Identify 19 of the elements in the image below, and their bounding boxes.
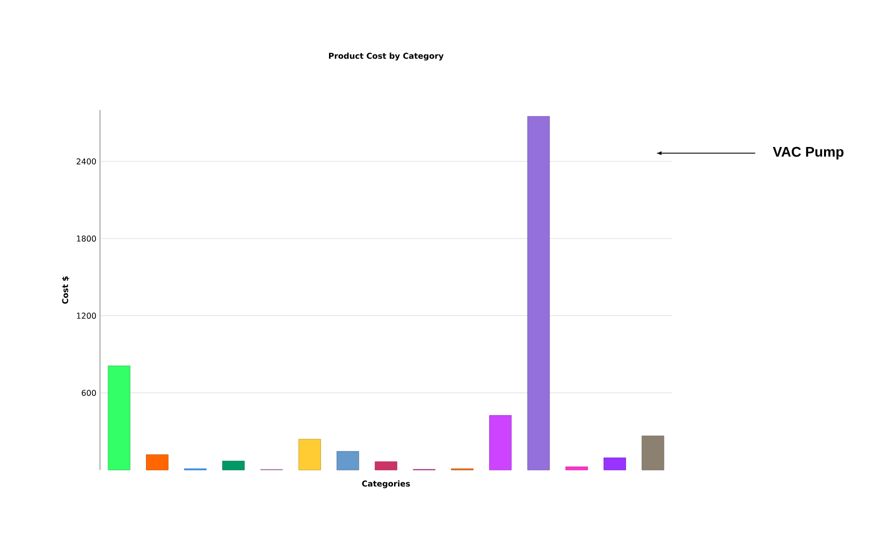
bar bbox=[642, 436, 664, 470]
bar bbox=[489, 415, 512, 470]
bar bbox=[146, 454, 168, 470]
chart-title: Product Cost by Category bbox=[329, 52, 444, 60]
y-axis-title: Cost $ bbox=[62, 276, 70, 304]
bar bbox=[298, 438, 321, 470]
text: VAC Pump bbox=[772, 146, 844, 160]
bar bbox=[527, 116, 550, 470]
y-tick-label: 600 bbox=[82, 390, 96, 396]
x-axis-title: Categories bbox=[362, 480, 410, 488]
bar bbox=[222, 460, 245, 470]
bar bbox=[108, 366, 130, 470]
bar bbox=[604, 458, 626, 470]
y-tick-label: 1200 bbox=[76, 312, 96, 319]
bar bbox=[565, 466, 588, 470]
y-tick-label: 1800 bbox=[76, 236, 96, 242]
bar bbox=[336, 451, 360, 470]
bar bbox=[374, 461, 398, 470]
y-tick-label: 2400 bbox=[76, 158, 96, 164]
